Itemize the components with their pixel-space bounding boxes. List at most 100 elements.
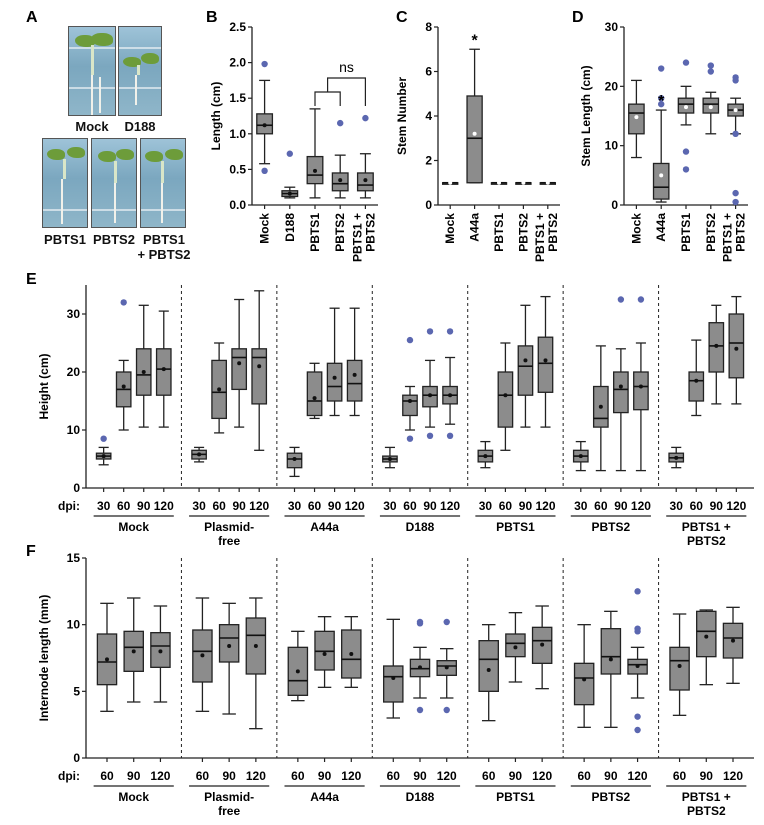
panel-d-y-tick-label-2: 20 [605,79,619,93]
panel-f-g3-box-1-mean [418,665,422,670]
panel-b-box-1-outlier-0 [286,150,293,157]
panel-f-g2-box-2-mean [349,652,354,656]
panel-f-g1-dpi-2: 120 [246,769,266,783]
panel-e-g4-box-1-box [497,371,514,428]
panel-b-x-label-2: PBTS1 [308,213,322,252]
panel-f-g3-box-0-box [383,665,404,703]
panel-f-g0-dpi-1: 90 [127,769,141,783]
panel-e-g3-dpi-2: 90 [423,499,437,513]
panel-e-group-label-5: PBTS2 [592,520,631,534]
panel-f-y-tick-label-2: 10 [67,618,81,632]
panel-b-box-2-mean [313,168,317,173]
panel-e-g2-box-3-mean [352,372,357,377]
panel-d-x-label-0: Mock [629,213,643,244]
photo-label-mock: Mock [75,119,109,134]
panel-e-g5-box-2-mean [618,384,623,389]
panel-e-g3-dpi-0: 30 [383,499,397,513]
panel-f-y-tick-label-3: 15 [67,551,81,565]
panel-b-x-label-4-b: PBTS2 [363,213,377,252]
panel-b-y-tick-label-4: 2.0 [229,56,246,70]
panel-f-g3-box-2-outlier-1 [443,706,450,714]
panel-f-group-label-6-1: PBTS2 [687,804,726,818]
panel-f-g5-box-2-outlier-3 [634,713,641,720]
panel-label-c: C [396,9,408,26]
panel-c-y-tick-label-0: 0 [425,198,432,212]
panel-e-g5-box-1-mean [598,404,603,409]
panel-c-x-label-3: PBTS2 [516,213,530,252]
panel-e-g1-dpi-2: 90 [232,499,246,513]
panel-e-g1-box-3-mean [257,364,262,369]
panel-d-box-3-outlier-1 [707,68,714,75]
panel-e-y-tick-label-3: 30 [67,307,81,321]
panel-f-g1-dpi-0: 60 [196,769,210,783]
panel-e-g2-dpi-3: 120 [345,499,365,513]
photo-d188 [118,26,162,116]
panel-f-g6-box-1-mean [704,634,709,639]
photo-pbts2 [91,138,137,228]
panel-e-g4-box-2-mean [523,358,528,363]
panel-e-g2-box-2-mean [332,375,337,380]
panel-f-g5-dpi-2: 120 [628,769,648,783]
panel-c-y-tick-label-4: 8 [425,20,432,34]
panel-c-x-label-1: A44a [468,213,482,242]
panel-c-x-label-0: Mock [443,213,457,244]
panel-e-g3-box-1-box [402,394,418,417]
panel-f-g3-box-2-outlier-0 [443,618,450,626]
panel-e-group-label-2: A44a [310,520,339,534]
panel-b-chart: 0.0 0.5 1.0 1.5 2.0 2.5 Length (cm) Mock D188 PBT… [209,20,378,262]
panel-f-g3-dpi-1: 90 [413,769,427,783]
photo-label-pbts2-combo: + PBTS2 [137,247,191,262]
panel-f-y-tick-label-0: 0 [73,751,80,765]
panel-f-g5-box-2-mean [635,664,640,668]
panel-f-g6-box-0-mean [677,664,682,668]
panel-label-d: D [572,9,584,26]
panel-e-g3-dpi-3: 120 [440,499,460,513]
photo-label-pbts1: PBTS1 [44,232,86,247]
panel-e-g3-box-3-outlier-0 [446,328,454,335]
panel-e-g3-box-3-outlier-1 [446,432,454,439]
panel-f-g1-box-0-mean [200,653,205,658]
panel-f-g4-box-1-mean [513,645,518,650]
panel-e-group-label-4: PBTS1 [496,520,535,534]
panel-e-y-label: Height (cm) [37,353,51,419]
photo-pbts1 [42,138,88,228]
panel-e-g5-dpi-3: 120 [631,499,651,513]
panel-f-g6-dpi-1: 90 [700,769,714,783]
panel-d-x-label-4-a: PBTS1 + [721,213,735,262]
panel-f-g3-box-1-outlier-1 [416,620,424,627]
panel-b-x-label-4-a: PBTS1 + [350,213,364,262]
panel-b-box-3-outlier-0 [337,119,344,127]
panel-e-g3-box-2-outlier-1 [426,432,434,439]
panel-d-box-4-outlier-3 [732,189,739,197]
photo-mock [68,26,116,116]
panel-f-g1-dpi-1: 90 [222,769,236,783]
panel-c-box-1-box [466,95,483,184]
panel-labels: A B C D E F [26,9,584,560]
panel-f-g5-box-1-box [600,628,622,675]
panel-e-g6-box-1-box [688,371,705,402]
panel-e-group-label-1-1: free [218,534,240,548]
panel-f-group-label-0: Mock [118,790,149,804]
panel-e-y-tick-label-2: 20 [67,365,81,379]
panel-e-g0-dpi-1: 60 [117,499,131,513]
panel-d-box-4-outlier-1 [732,77,739,84]
panel-c-x-label-4-b: PBTS2 [546,213,560,252]
panel-f-group-label-1-1: free [218,804,240,818]
panel-e-g5-box-2-box [613,371,629,414]
panel-e-g3-box-2-outlier-0 [426,328,434,335]
panel-f-group-label-6-0: PBTS1 + [682,790,731,804]
panel-f-g4-box-0-mean [486,668,491,672]
panel-f-g5-box-0-box [573,662,595,706]
panel-f-g5-box-2-outlier-2 [634,628,641,635]
panel-d-box-1-mean [659,173,664,178]
ns-bracket-outer [327,77,366,106]
panel-label-e: E [26,271,37,288]
panel-e-g4-dpi-1: 60 [499,499,513,513]
panel-e-g4-box-3-box [537,336,554,393]
panel-e-g6-box-1-mean [694,378,699,383]
panel-e-g2-dpi-0: 30 [288,499,302,513]
panel-d-box-0-mean [634,115,639,120]
panel-f-g6-dpi-2: 120 [723,769,743,783]
panel-label-b: B [206,9,218,26]
